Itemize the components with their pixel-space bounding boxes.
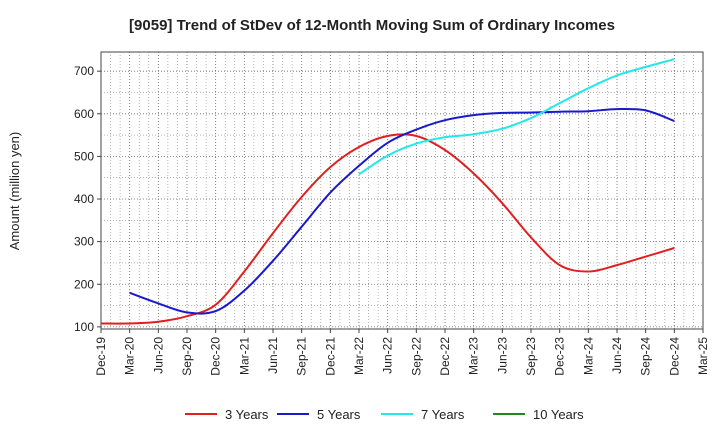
- x-tick-label: Jun-20: [151, 337, 165, 374]
- x-tick-label: Sep-21: [295, 337, 309, 376]
- x-tick-label: Dec-23: [553, 337, 567, 376]
- x-tick-label: Sep-20: [180, 337, 194, 376]
- legend: 3 Years 5 Years 7 Years 10 Years: [185, 407, 584, 422]
- series-line-7-years: [358, 58, 675, 176]
- x-tick-label: Mar-22: [352, 337, 366, 375]
- series-lines: [100, 58, 675, 325]
- x-tick-label: Jun-23: [495, 337, 509, 374]
- x-tick-label: Mar-23: [467, 337, 481, 375]
- x-axis-ticks: Dec-19 Mar-20 Jun-20 Sep-20 Dec-20 Mar-21 Jun-…: [94, 329, 710, 376]
- x-tick-label: Jun-22: [381, 337, 395, 374]
- series-line-5-years: [129, 107, 675, 315]
- legend-label: 10 Years: [533, 407, 584, 422]
- y-axis-ticks: 100 200 300 400 500 600 700: [74, 64, 101, 334]
- y-tick-label: 700: [74, 64, 94, 78]
- y-tick-label: 300: [74, 235, 94, 249]
- legend-label: 7 Years: [421, 407, 465, 422]
- legend-label: 5 Years: [317, 407, 361, 422]
- x-tick-label: Sep-22: [409, 337, 423, 376]
- x-tick-label: Dec-24: [667, 337, 681, 376]
- y-tick-label: 400: [74, 192, 94, 206]
- legend-label: 3 Years: [225, 407, 269, 422]
- y-tick-label: 200: [74, 277, 94, 291]
- x-tick-label: Mar-25: [696, 337, 710, 375]
- x-tick-label: Jun-24: [610, 337, 624, 374]
- x-tick-label: Dec-21: [323, 337, 337, 376]
- x-tick-label: Dec-22: [438, 337, 452, 376]
- chart-title: [9059] Trend of StDev of 12-Month Moving…: [129, 17, 615, 34]
- plot-area: [100, 51, 704, 330]
- x-tick-label: Sep-23: [524, 337, 538, 376]
- grid-lines: [101, 52, 703, 329]
- y-tick-label: 600: [74, 107, 94, 121]
- x-tick-label: Dec-19: [94, 337, 108, 376]
- x-tick-label: Sep-24: [639, 337, 653, 376]
- x-tick-label: Dec-20: [209, 337, 223, 376]
- x-tick-label: Jun-21: [266, 337, 280, 374]
- x-tick-label: Mar-21: [237, 337, 251, 375]
- y-tick-label: 100: [74, 320, 94, 334]
- x-tick-label: Mar-20: [123, 337, 137, 375]
- y-axis-label: Amount (million yen): [7, 132, 22, 251]
- x-tick-label: Mar-24: [581, 337, 595, 375]
- y-tick-label: 500: [74, 149, 94, 163]
